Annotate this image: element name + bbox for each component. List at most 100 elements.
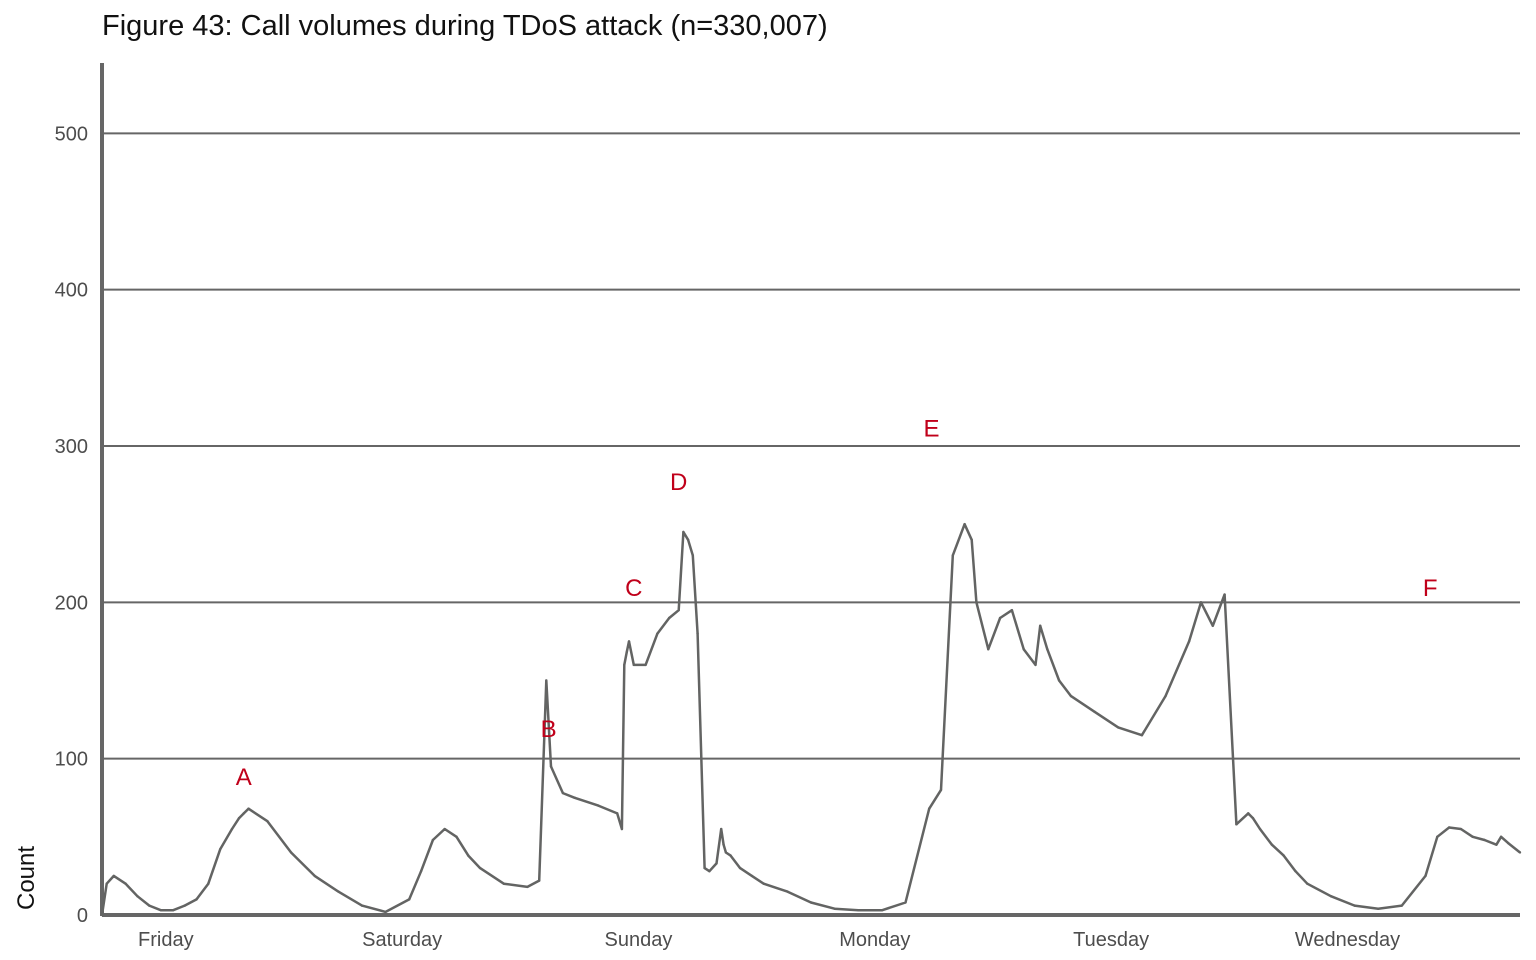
data-point bbox=[313, 874, 316, 878]
data-point bbox=[975, 601, 978, 604]
data-point bbox=[644, 663, 647, 667]
y-axis-ticks: 0 100 200 300 400 500 bbox=[55, 123, 88, 927]
data-point bbox=[715, 862, 718, 865]
data-point bbox=[656, 632, 659, 635]
data-point bbox=[467, 854, 470, 857]
data-point bbox=[616, 812, 619, 815]
data-point bbox=[597, 804, 600, 807]
annotations-group: A B C D E F bbox=[236, 416, 1438, 792]
data-point bbox=[218, 848, 222, 851]
data-point bbox=[1400, 904, 1404, 907]
x-axis-ticks: Friday Saturday Sunday Monday Tuesday Wednesd… bbox=[138, 929, 1400, 951]
data-point bbox=[1039, 624, 1042, 627]
data-point bbox=[266, 820, 269, 823]
x-tick-label-friday: Friday bbox=[138, 929, 194, 951]
data-point bbox=[408, 898, 411, 901]
data-point bbox=[1471, 835, 1474, 839]
data-point bbox=[1187, 640, 1191, 643]
data-point bbox=[1117, 726, 1120, 729]
data-point bbox=[1258, 827, 1262, 831]
series-group bbox=[100, 522, 1522, 917]
data-point bbox=[159, 909, 163, 912]
data-point bbox=[786, 890, 789, 893]
x-tick-label-wednesday: Wednesday bbox=[1295, 929, 1400, 951]
data-point bbox=[105, 882, 108, 885]
data-point bbox=[195, 898, 198, 901]
data-point bbox=[247, 807, 250, 810]
data-point bbox=[502, 882, 505, 885]
y-tick-label: 100 bbox=[55, 749, 88, 771]
data-point bbox=[939, 788, 943, 792]
data-point bbox=[100, 913, 104, 917]
data-point bbox=[1294, 870, 1297, 873]
data-point bbox=[455, 835, 458, 839]
data-point bbox=[1447, 826, 1451, 829]
data-point bbox=[207, 882, 210, 885]
chart-title: Figure 43: Call volumes during TDoS atta… bbox=[102, 10, 828, 42]
data-point bbox=[857, 909, 860, 912]
data-point bbox=[526, 885, 529, 889]
data-point bbox=[230, 827, 234, 831]
data-point bbox=[1306, 882, 1309, 885]
data-point bbox=[478, 866, 482, 870]
data-point bbox=[1459, 827, 1463, 831]
data-point bbox=[360, 904, 364, 907]
data-point bbox=[809, 901, 813, 904]
data-point bbox=[1377, 907, 1380, 910]
data-point bbox=[677, 608, 680, 612]
x-tick-label-saturday: Saturday bbox=[362, 929, 442, 951]
data-point bbox=[1211, 624, 1214, 627]
data-point bbox=[987, 648, 990, 651]
y-tick-label: 200 bbox=[55, 592, 88, 614]
data-point bbox=[951, 554, 954, 557]
data-point bbox=[545, 679, 548, 682]
x-tick-label-tuesday: Tuesday bbox=[1073, 929, 1149, 951]
data-point bbox=[750, 874, 754, 878]
data-point bbox=[998, 616, 1002, 620]
data-point bbox=[538, 879, 541, 882]
data-point bbox=[148, 904, 151, 907]
annotation-e: E bbox=[924, 416, 940, 443]
x-tick-label-sunday: Sunday bbox=[605, 929, 673, 951]
y-tick-label: 0 bbox=[77, 905, 88, 927]
data-point bbox=[124, 882, 127, 885]
data-point bbox=[719, 827, 723, 831]
data-point bbox=[620, 827, 624, 831]
data-point bbox=[1247, 812, 1250, 815]
data-point bbox=[1010, 608, 1014, 612]
annotation-a: A bbox=[236, 764, 252, 791]
data-point bbox=[627, 640, 631, 643]
data-point bbox=[1251, 816, 1255, 820]
data-point bbox=[623, 663, 626, 667]
data-point bbox=[927, 807, 931, 810]
data-point bbox=[1499, 835, 1503, 839]
data-point bbox=[1199, 601, 1203, 604]
data-point bbox=[1282, 854, 1285, 857]
data-point bbox=[729, 854, 732, 857]
data-point bbox=[880, 909, 884, 912]
data-point bbox=[136, 895, 139, 898]
data-point bbox=[419, 870, 423, 873]
data-point bbox=[970, 538, 973, 542]
data-point bbox=[632, 663, 635, 667]
data-point bbox=[738, 866, 742, 870]
data-point bbox=[1034, 663, 1037, 667]
data-point bbox=[691, 554, 695, 557]
data-point bbox=[904, 901, 907, 904]
data-point bbox=[703, 866, 706, 870]
data-point bbox=[1483, 838, 1486, 842]
annotation-b: B bbox=[541, 716, 557, 743]
y-tick-label: 500 bbox=[55, 123, 88, 145]
data-point bbox=[289, 851, 293, 854]
data-point bbox=[696, 632, 699, 635]
data-point bbox=[549, 765, 553, 768]
data-point bbox=[963, 522, 966, 526]
data-point bbox=[682, 530, 685, 534]
y-tick-label: 300 bbox=[55, 436, 88, 458]
data-point bbox=[1046, 648, 1049, 651]
data-point bbox=[183, 904, 186, 907]
data-point bbox=[1022, 648, 1025, 651]
data-point bbox=[1235, 823, 1238, 826]
data-point bbox=[722, 843, 725, 846]
